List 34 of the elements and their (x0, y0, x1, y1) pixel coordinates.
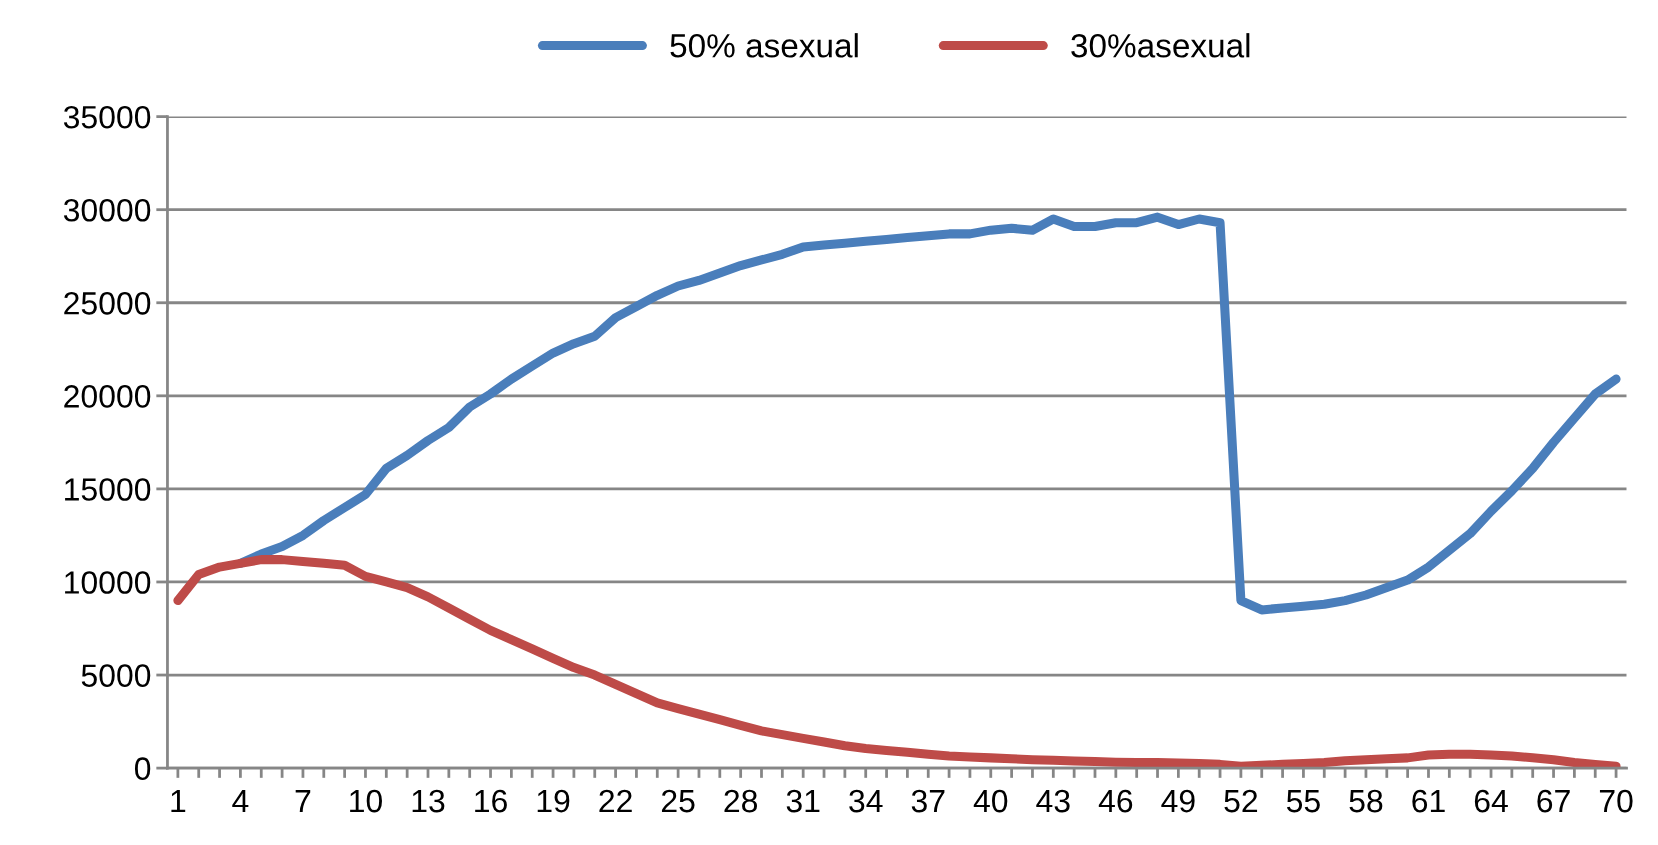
x-tick-label: 7 (295, 790, 311, 813)
y-tick-label: 15000 (65, 478, 151, 501)
legend-label: 50% asexual (670, 33, 858, 58)
x-tick-label: 31 (786, 789, 820, 813)
x-tick-label: 28 (724, 789, 758, 813)
x-tick-label: 55 (1286, 790, 1320, 813)
y-tick-label: 20000 (64, 385, 151, 408)
x-tick-label: 61 (1412, 789, 1445, 813)
x-tick-label: 40 (973, 789, 1008, 813)
y-tick-label: 5000 (81, 664, 151, 687)
x-tick-label: 37 (911, 789, 945, 813)
y-tick-label: 0 (134, 757, 151, 780)
x-tick-label: 22 (599, 789, 632, 813)
y-tick-label: 25000 (64, 292, 151, 315)
y-tick-label: 30000 (63, 198, 151, 222)
x-tick-label: 19 (537, 789, 570, 813)
x-tick-label: 10 (350, 789, 382, 813)
x-tick-label: 4 (232, 790, 249, 813)
x-tick-label: 46 (1098, 789, 1133, 813)
x-tick-label: 1 (171, 790, 186, 813)
y-tick-label: 10000 (65, 571, 151, 594)
x-tick-label: 49 (1161, 789, 1195, 813)
x-tick-label: 43 (1036, 789, 1070, 813)
x-tick-label: 52 (1224, 789, 1258, 813)
x-tick-label: 13 (412, 789, 445, 813)
y-tick-label: 35000 (63, 105, 151, 129)
x-tick-label: 70 (1599, 789, 1633, 813)
x-tick-label: 25 (661, 789, 695, 813)
x-tick-label: 34 (849, 789, 883, 813)
legend-label: 30%asexual (1071, 33, 1250, 58)
x-tick-label: 67 (1537, 789, 1570, 813)
x-tick-label: 58 (1349, 789, 1383, 813)
x-tick-label: 64 (1474, 789, 1508, 813)
x-tick-label: 16 (475, 789, 507, 813)
